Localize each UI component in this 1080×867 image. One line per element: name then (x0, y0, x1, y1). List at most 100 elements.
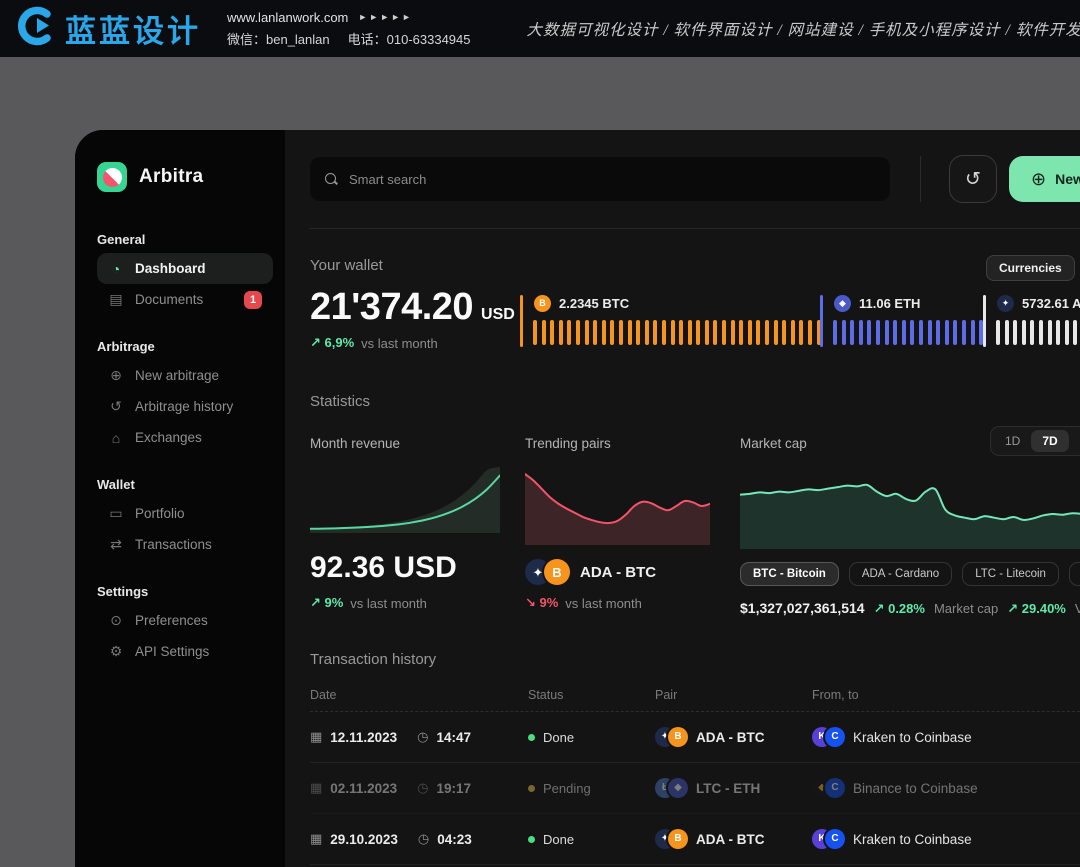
status-dot (528, 734, 535, 741)
route-text: Kraken to Coinbase (853, 730, 972, 745)
range-selector: 1D7D1M (990, 426, 1080, 456)
search-input[interactable] (347, 171, 876, 188)
app-window: Arbitra General◔Dashboard▤Documents1Arbi… (75, 130, 1080, 867)
pair-tag-ltc-litecoin[interactable]: LTC - Litecoin (962, 562, 1059, 586)
table-row[interactable]: ▦02.11.2023◷19:17PendingŁ◆LTC - ETH◆CBin… (310, 763, 1080, 814)
route-cell: KCKraken to Coinbase (812, 829, 1022, 849)
trending-pair[interactable]: ✦B ADA - BTC (525, 559, 710, 585)
wallet-delta: ↗ 6,9% (310, 335, 354, 351)
transactions-icon: ⇄ (108, 536, 124, 553)
sidebar-item-label: Preferences (135, 613, 208, 628)
nav-group: Wallet▭Portfolio⇄Transactions (97, 477, 273, 560)
dashboard-icon: ◔ (108, 261, 124, 277)
time-text: 04:23 (437, 832, 472, 847)
ada-segment: ✦5732.61 ADA (983, 293, 1080, 351)
date-text: 12.11.2023 (330, 730, 397, 745)
route-text: Binance to Coinbase (853, 781, 978, 796)
market-cap-chart (740, 467, 1080, 549)
status-dot (528, 785, 535, 792)
trending-pairs-label: Trending pairs (525, 436, 710, 451)
sidebar-item-portfolio[interactable]: ▭Portfolio (97, 498, 273, 529)
lanlan-logo-icon (16, 6, 56, 51)
exchange-icons: ◆C (812, 778, 845, 798)
month-revenue-label: Month revenue (310, 436, 500, 451)
page: 蓝蓝设计 www.lanlanwork.com ►►►►► 微信：ben_lan… (0, 0, 1080, 867)
status-cell: Done (528, 832, 655, 847)
sidebar-item-api-settings[interactable]: ⚙API Settings (97, 636, 273, 667)
pair-tag-ada-cardano[interactable]: ADA - Cardano (849, 562, 952, 586)
wallet-title: Your wallet (310, 257, 1080, 274)
status-cell: Pending (528, 781, 655, 796)
pair-text: ADA - BTC (696, 832, 765, 847)
clock-icon: ◷ (418, 831, 429, 847)
nav-group-label: Settings (97, 584, 273, 599)
exchange-icons: KC (812, 727, 845, 747)
transaction-history-title: Transaction history (310, 651, 1080, 668)
eth-marker (820, 295, 823, 347)
sidebar-item-documents[interactable]: ▤Documents1 (97, 284, 273, 315)
time-text: 19:17 (436, 781, 471, 796)
sidebar-nav: General◔Dashboard▤Documents1Arbitrage⊕Ne… (97, 232, 285, 667)
coinbase-icon: C (825, 778, 845, 798)
sidebar-item-new-arbitrage[interactable]: ⊕New arbitrage (97, 360, 273, 391)
table-row[interactable]: ▦12.11.2023◷14:47Done✦BADA - BTCKCKraken… (310, 712, 1080, 763)
range-1d[interactable]: 1D (994, 430, 1031, 452)
pair-tag-btc-bitcoin[interactable]: BTC - Bitcoin (740, 562, 839, 586)
coinbase-icon: C (825, 727, 845, 747)
pair-coin-icons: ✦B (655, 829, 688, 849)
nav-group: Settings ⊙Preferences⚙API Settings (97, 584, 273, 667)
btc-icon: B (544, 559, 570, 585)
time-text: 14:47 (436, 730, 471, 745)
cap-label: Market cap (934, 601, 998, 616)
lanlan-logo[interactable]: 蓝蓝设计 (16, 6, 201, 51)
topbar-divider (920, 156, 921, 202)
range-1m[interactable]: 1M (1069, 430, 1080, 452)
wallet-delta-note: vs last month (361, 336, 438, 351)
sidebar-item-arbitrage-history[interactable]: ↺Arbitrage history (97, 391, 273, 422)
services-list: 大数据可视化设计 / 软件界面设计 / 网站建设 / 手机及小程序设计 / 软件… (526, 18, 1080, 40)
sidebar-item-dashboard[interactable]: ◔ Dashboard (97, 253, 273, 284)
status-dot (528, 836, 535, 843)
app-logo-text: Arbitra (139, 166, 203, 188)
history-button[interactable]: ↺ (949, 155, 997, 203)
table-row[interactable]: ▦29.10.2023◷04:23Done✦BADA - BTCKCKraken… (310, 814, 1080, 865)
date-text: 29.10.2023 (330, 832, 398, 847)
month-revenue-delta-note: vs last month (350, 596, 427, 611)
contact-block: www.lanlanwork.com ►►►►► 微信：ben_lanlan 电… (227, 10, 470, 48)
market-cap-footer: $1,327,027,361,514 ↗ 0.28% Market cap ↗ … (740, 600, 1080, 617)
coinbase-icon: C (825, 829, 845, 849)
pair-coin-icons: ✦B (525, 559, 570, 585)
nav-group-label: Arbitrage (97, 339, 273, 354)
date-cell: ▦02.11.2023◷19:17 (310, 780, 528, 796)
amount-primary: 0.002 (1022, 722, 1080, 737)
btc-icon: B (534, 295, 551, 312)
statistics-section: Statistics Month revenue 92.36 USD ↗ 9% … (310, 393, 1080, 617)
nav-group: Arbitrage ⊕New arbitrage↺Arbitrage histor… (97, 339, 273, 453)
sidebar-item-transactions[interactable]: ⇄Transactions (97, 529, 273, 560)
sidebar-item-label: Dashboard (135, 261, 206, 276)
tab-currencies[interactable]: Currencies (986, 255, 1075, 281)
app-logo[interactable]: Arbitra (97, 162, 285, 192)
sidebar-item-label: API Settings (135, 644, 209, 659)
new-arbitrage-button[interactable]: ⊕ New arbitrage (1009, 156, 1080, 202)
site-url[interactable]: www.lanlanwork.com (227, 10, 348, 25)
market-cap-panel: Market cap 1D7D1M BTC - BitcoinADA - Car… (740, 436, 1080, 617)
wechat-contact: 微信：ben_lanlan (227, 29, 330, 48)
search-bar[interactable] (310, 157, 890, 201)
range-7d[interactable]: 7D (1031, 430, 1068, 452)
pair-tag-eth-ethereum[interactable]: ETH - Ethereum (1069, 562, 1080, 586)
eth-segment: ◆11.06 ETH (820, 293, 983, 351)
month-revenue-value: 92.36 USD (310, 551, 500, 585)
sidebar-item-exchanges[interactable]: ⌂Exchanges (97, 422, 273, 453)
month-revenue-delta: ↗ 9% (310, 595, 343, 611)
wallet-segment-label: 5732.61 ADA (1022, 296, 1080, 311)
notification-badge: 1 (244, 291, 262, 309)
section-divider (310, 228, 1080, 229)
amount-cell: 0.0021 (1022, 722, 1080, 753)
pair-tags: BTC - Bitcoin ADA - Cardano LTC - Litecoin… (740, 562, 1080, 586)
amount-primary: 0.0000 (1022, 831, 1080, 846)
eth-icon: ◆ (834, 295, 851, 312)
sidebar-item-preferences[interactable]: ⊙Preferences (97, 605, 273, 636)
pair-text: ADA - BTC (696, 730, 765, 745)
brand-title: 蓝蓝设计 (65, 6, 201, 51)
